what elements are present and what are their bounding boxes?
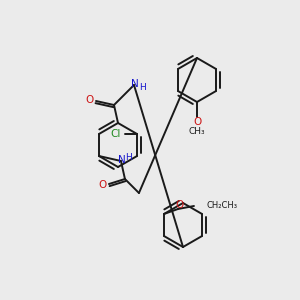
Text: CH₂CH₃: CH₂CH₃: [207, 200, 238, 209]
Text: O: O: [99, 180, 107, 190]
Text: Cl: Cl: [111, 129, 121, 139]
Text: O: O: [193, 117, 201, 127]
Text: N: N: [131, 79, 139, 89]
Text: H: H: [139, 82, 145, 91]
Text: N: N: [118, 155, 126, 165]
Text: CH₃: CH₃: [189, 127, 205, 136]
Text: O: O: [176, 200, 184, 210]
Text: O: O: [86, 95, 94, 105]
Text: H: H: [126, 152, 132, 161]
